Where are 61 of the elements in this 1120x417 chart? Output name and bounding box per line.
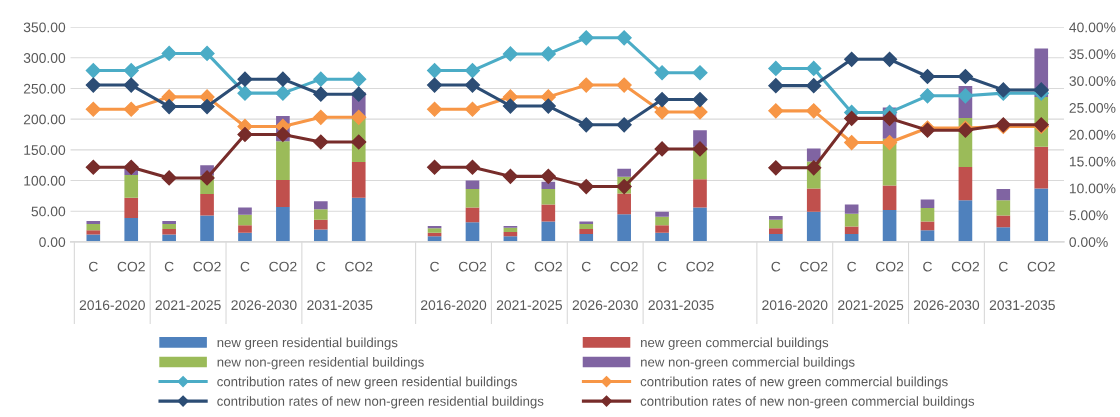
- x-tick-label: CO2: [800, 261, 828, 272]
- x-tick-label: CO2: [951, 261, 979, 272]
- y2-tick-label: 15.00%: [1069, 156, 1116, 167]
- text: 2026-2030: [572, 300, 638, 311]
- x-tick-label: C: [847, 261, 857, 272]
- y-tick-label: 50.00: [31, 206, 66, 217]
- x-tick-label: C: [430, 261, 440, 272]
- x-tick-label: CO2: [345, 261, 373, 272]
- text: 2026-2030: [231, 300, 297, 311]
- text: 2016-2020: [762, 300, 828, 311]
- y-tick-label: 250.00: [23, 83, 66, 94]
- y2-tick-label: 10.00%: [1069, 183, 1116, 194]
- y-tick-label: 350.00: [23, 22, 66, 33]
- x-tick-label: C: [999, 261, 1008, 272]
- y2-tick-label: 20.00%: [1069, 129, 1116, 140]
- x-tick-label: CO2: [686, 261, 714, 272]
- y-tick-label: 300.00: [23, 53, 66, 63]
- text: 2016-2020: [421, 300, 487, 311]
- text: 2031-2035: [307, 300, 373, 311]
- x-tick-label: CO2: [117, 261, 145, 272]
- text: 2031-2035: [989, 300, 1055, 311]
- x-tick-label: CO2: [534, 261, 562, 272]
- y2-tick-label: 30.00%: [1069, 76, 1116, 86]
- text: 2021-2025: [155, 300, 221, 311]
- legend-label: new non-green residential buildings: [217, 357, 424, 370]
- x-tick-label: C: [923, 261, 932, 272]
- legend-label: new green residential buildings: [217, 337, 398, 350]
- x-tick-label: C: [240, 261, 250, 272]
- y-tick-label: 100.00: [24, 175, 66, 186]
- y2-tick-label: 40.00%: [1069, 22, 1116, 33]
- text: 2016-2020: [79, 300, 145, 311]
- legend-label: contribution rates of new green residential buildings: [217, 376, 517, 389]
- y-tick-label: 150.00: [24, 145, 66, 155]
- x-tick-label: C: [581, 261, 591, 272]
- y2-tick-label: 35.00%: [1069, 49, 1116, 60]
- x-tick-label: C: [89, 261, 98, 272]
- y2-tick-label: 0.00%: [1069, 237, 1108, 248]
- text: 2026-2030: [913, 300, 980, 311]
- text: 2021-2025: [496, 300, 562, 311]
- text: 2021-2025: [838, 300, 904, 311]
- y2-tick-label: 25.00%: [1069, 102, 1116, 113]
- x-tick-label: CO2: [269, 261, 297, 272]
- x-tick-label: C: [316, 261, 326, 272]
- legend-label: new green commercial buildings: [641, 337, 829, 350]
- legend-label: contribution rates of new non-green commercial buildings: [640, 396, 975, 409]
- y-tick-label: 0.00: [39, 237, 66, 248]
- legend-label: new non-green commercial buildings: [641, 357, 855, 370]
- x-tick-label: C: [164, 261, 174, 272]
- x-tick-label: CO2: [1027, 261, 1055, 272]
- x-tick-label: CO2: [193, 261, 221, 272]
- x-tick-label: CO2: [458, 261, 487, 272]
- x-tick-label: C: [771, 261, 781, 272]
- x-tick-label: C: [506, 261, 515, 272]
- text: 2031-2035: [648, 300, 714, 311]
- y-tick-label: 200.00: [23, 114, 66, 125]
- x-tick-label: CO2: [876, 261, 904, 272]
- x-tick-label: C: [657, 261, 667, 272]
- y2-tick-label: 5.00%: [1069, 210, 1108, 221]
- x-tick-label: CO2: [610, 261, 638, 272]
- legend-label: contribution rates of new green commercial buildings: [640, 376, 948, 389]
- legend-label: contribution rates of new non-green residential buildings: [217, 396, 544, 409]
